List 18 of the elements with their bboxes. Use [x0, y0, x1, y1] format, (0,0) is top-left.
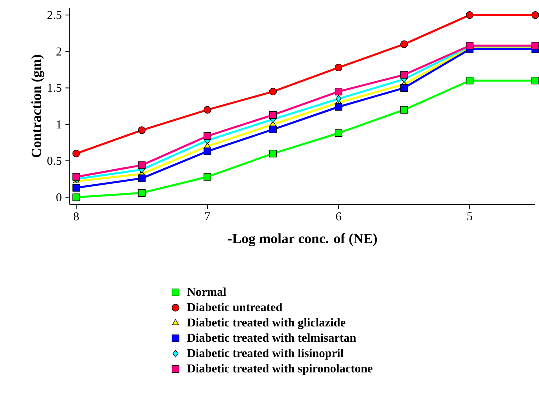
legend-label: Normal	[188, 288, 226, 296]
x-tick-label: 8	[74, 212, 80, 221]
x-axis-title: -Log molar conc. of (NE)	[228, 234, 378, 247]
legend-label: Diabetic treated with lisinopril	[187, 349, 344, 360]
y-tick-label: 2.5	[48, 11, 62, 20]
x-tick-label: 5	[468, 212, 472, 221]
y-tick-label: 1.5	[48, 84, 62, 92]
y-tick-label: 1	[57, 120, 62, 129]
x-tick-label: 6	[336, 212, 342, 221]
y-tick-label: 0	[56, 194, 62, 202]
legend-label: Diabetic untreated	[187, 303, 283, 312]
y-axis-title: Contraction (gm)	[31, 55, 44, 158]
y-tick-label: 0.5	[48, 157, 62, 166]
legend-label: Diabetic treated with gliclazide	[187, 318, 346, 330]
x-tick-label: 7	[205, 212, 210, 221]
legend-label: Diabetic treated with spironolactone	[187, 364, 373, 376]
y-tick-label: 2	[56, 48, 62, 56]
legend-label: Diabetic treated with telmisartan	[187, 334, 356, 342]
